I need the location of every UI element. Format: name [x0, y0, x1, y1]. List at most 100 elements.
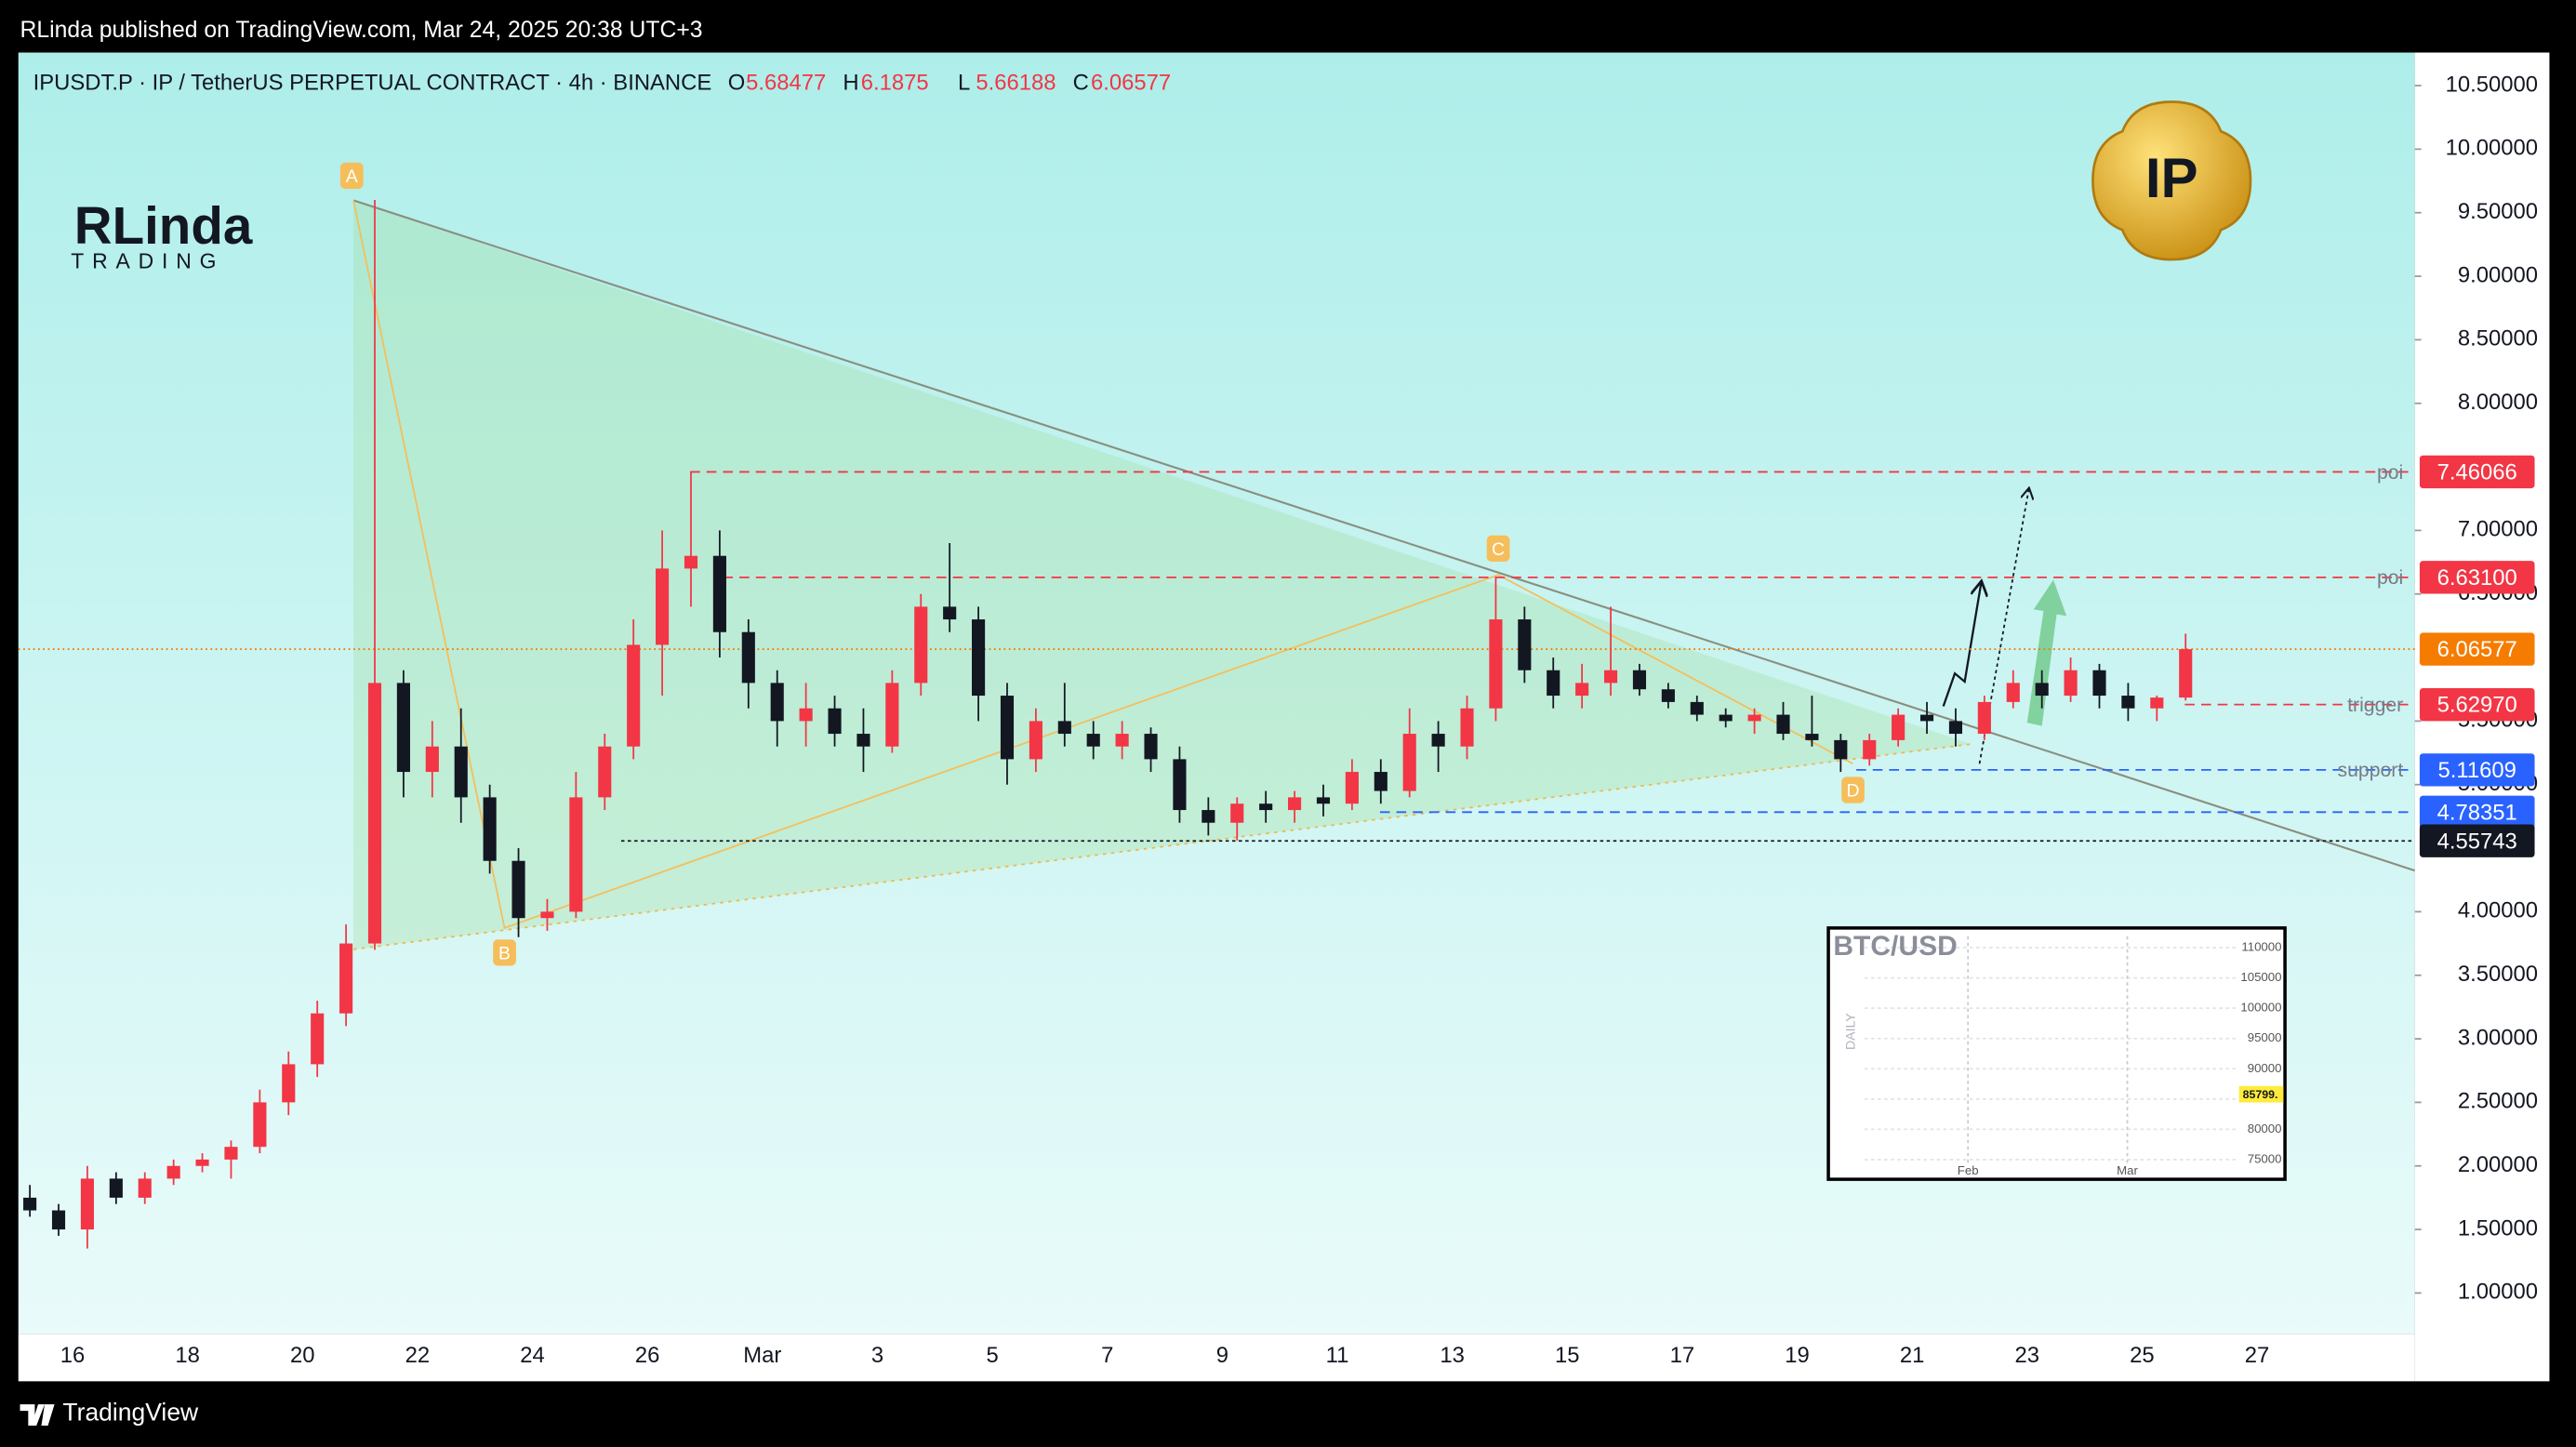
x-tick-label: 11: [1326, 1343, 1349, 1368]
inset-title: BTC/USD: [1833, 931, 1957, 962]
candle-body: [166, 1165, 180, 1179]
candle-body: [1000, 696, 1015, 760]
price-box-label: 7.46066: [2437, 459, 2517, 485]
candle-body: [828, 708, 842, 735]
y-tick-label: 9.00000: [2458, 262, 2538, 287]
x-tick-label: 26: [635, 1343, 660, 1368]
candle-body: [1489, 619, 1503, 709]
candle-body: [109, 1178, 123, 1198]
candle-body: [1316, 797, 1331, 804]
inset-tick-label: 90000: [2248, 1061, 2282, 1075]
candle-body: [367, 683, 382, 944]
point-box: [339, 162, 364, 190]
level-note: trigger: [2347, 695, 2403, 716]
inset-x-label: Mar: [2117, 1163, 2138, 1177]
candle-body: [684, 555, 698, 569]
x-tick-label: 5: [986, 1343, 998, 1368]
price-box-label: 6.06577: [2437, 637, 2517, 662]
arrow: [1942, 583, 1982, 707]
candle-body: [1374, 772, 1388, 791]
y-tick-label: 1.00000: [2458, 1280, 2538, 1305]
candle-body: [972, 619, 986, 697]
content: 10.50000 10.00000 9.50000 9.00000 8.50000 8.0…: [18, 72, 2538, 1368]
candle-body: [1919, 714, 1934, 722]
point-label: D: [1847, 780, 1860, 801]
inset-tick-label: 95000: [2248, 1030, 2282, 1044]
badge: [2091, 100, 2252, 261]
candle-body: [1518, 619, 1532, 670]
candle-body: [1892, 714, 1905, 740]
x-tick-label: 15: [1555, 1343, 1580, 1368]
level-note: support: [2338, 760, 2404, 781]
x-tick-label: 18: [175, 1343, 200, 1368]
symbol-line: IPUSDT.P · IP / TetherUS PERPETUAL CONTR…: [33, 70, 1172, 95]
price-box: [2419, 632, 2535, 666]
candle-body: [569, 797, 583, 912]
candle-body: [627, 644, 641, 747]
point-box: [493, 939, 516, 966]
candle-body: [1115, 734, 1129, 747]
candle-body: [2092, 670, 2106, 697]
candle-body: [1029, 721, 1042, 760]
price-box-label: 5.62970: [2437, 693, 2517, 718]
candle-body: [2064, 670, 2078, 697]
inset-tick-label: 80000: [2248, 1122, 2282, 1135]
badge-text: IP: [2145, 147, 2198, 209]
published: RLinda published on TradingView.com, Mar…: [20, 18, 703, 43]
x-tick-label: 13: [1440, 1343, 1465, 1368]
y-tick-label: 8.00000: [2458, 390, 2538, 415]
candle-body: [2150, 697, 2164, 709]
price-box-label: 6.63100: [2437, 565, 2517, 591]
candle-body: [1202, 810, 1215, 823]
y-tick-label: 10.50000: [2446, 72, 2538, 97]
inset-period: DAILY: [1843, 1013, 1858, 1050]
logo-name: RLinda: [74, 196, 253, 255]
y-tick-label: 10.00000: [2446, 136, 2538, 161]
footer-text: TradingView: [62, 1399, 199, 1427]
candle-body: [1144, 734, 1158, 760]
price-box: [2419, 795, 2535, 829]
x-tick-label: 17: [1670, 1343, 1695, 1368]
level-note: poi: [2377, 462, 2403, 484]
candle-body: [1345, 772, 1359, 804]
candle-body: [2006, 683, 2020, 702]
candle-body: [1805, 734, 1819, 740]
candle-body: [799, 708, 813, 722]
trend-line: [352, 199, 2415, 872]
candle-body: [1057, 721, 1071, 735]
x-tick-label: 27: [2245, 1343, 2270, 1368]
price-box: [2419, 824, 2535, 857]
y-tick-label: 7.00000: [2458, 517, 2538, 542]
candle-body: [1547, 670, 1560, 697]
candle-body: [23, 1197, 37, 1211]
y-tick-label: 3.50000: [2458, 962, 2538, 987]
time-axis: [18, 1334, 2415, 1382]
candle-body: [195, 1159, 209, 1166]
inset-x-label: Feb: [1958, 1163, 1979, 1177]
y-tick-label: 9.50000: [2458, 199, 2538, 224]
x-tick-label: 9: [1216, 1343, 1228, 1368]
candle-body: [770, 683, 784, 722]
x-tick-label: 25: [2130, 1343, 2155, 1368]
candle-body: [1230, 803, 1244, 823]
y-tick-label: 2.00000: [2458, 1152, 2538, 1177]
price-box: [2419, 688, 2535, 722]
inset-tick-label: 100000: [2240, 1001, 2281, 1015]
candle-body: [1460, 708, 1474, 747]
candle-body: [656, 568, 670, 645]
candle-body: [2121, 696, 2135, 709]
candle-body: [339, 943, 353, 1014]
candle-body: [1834, 739, 1848, 760]
point-box: [1486, 535, 1510, 563]
candle-body: [1288, 797, 1302, 811]
candle-body: [1259, 803, 1273, 811]
candle-body: [311, 1013, 325, 1065]
ohlc-value: 5.66188: [976, 70, 1056, 95]
inset-tick-label: 75000: [2248, 1151, 2282, 1165]
x-tick-label: 22: [405, 1343, 431, 1368]
price-box: [2419, 561, 2535, 594]
price-box-label: 4.78351: [2437, 800, 2517, 825]
point-label: A: [346, 166, 358, 187]
candle-body: [454, 746, 468, 798]
candle-body: [80, 1178, 94, 1230]
